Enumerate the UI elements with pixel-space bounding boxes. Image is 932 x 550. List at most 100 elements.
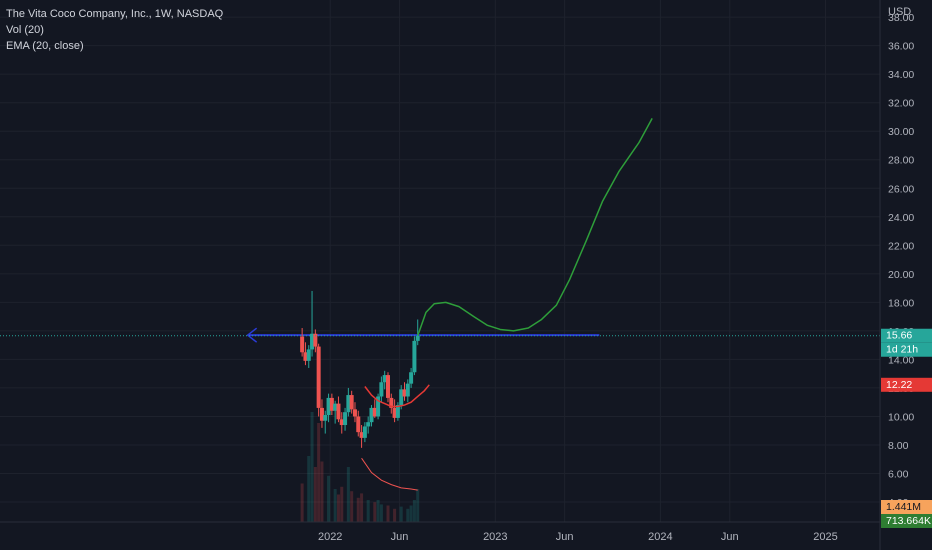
ema-indicator-label[interactable]: EMA (20, close) (6, 40, 84, 52)
ema-value-tag-bg (881, 377, 932, 392)
time-tick-label: Jun (391, 531, 409, 543)
price-tick-label: 24.00 (888, 212, 914, 224)
time-tick-label: 2023 (483, 531, 507, 543)
volume-bar (300, 483, 304, 522)
price-tick-label: 10.00 (888, 411, 914, 423)
symbol-title[interactable]: The Vita Coco Company, Inc., 1W, NASDAQ (6, 8, 224, 20)
countdown-tag-bg (881, 342, 932, 357)
candle-body (313, 333, 318, 347)
time-tick-label: Jun (721, 531, 739, 543)
volume-bar (350, 491, 354, 522)
volume-bar (317, 423, 321, 522)
volume-indicator-label[interactable]: Vol (20) (6, 24, 44, 36)
countdown-tag: 1d 21h (886, 344, 918, 356)
candle-body (372, 407, 377, 417)
price-tick-label: 34.00 (888, 69, 914, 81)
volume-bar (386, 505, 390, 522)
volume-ma-tag-bg (881, 500, 932, 514)
time-tick-label: Jun (556, 531, 574, 543)
price-tick-label: 20.00 (888, 269, 914, 281)
volume-pane (300, 412, 420, 522)
ema-value-tag: 12.22 (886, 379, 912, 391)
chart-grid (0, 0, 880, 522)
ema-polyline (364, 384, 430, 408)
volume-bar (340, 486, 344, 522)
projection-path[interactable] (417, 118, 653, 336)
candles (300, 290, 420, 448)
price-tags: 15.66 1d 21h 12.22 1.441M 713.664K (881, 328, 932, 528)
candle-body (399, 389, 404, 406)
price-tick-label: 32.00 (888, 98, 914, 110)
candle-body (389, 397, 394, 408)
currency-label: USD (888, 6, 911, 18)
price-tick-label: 36.00 (888, 41, 914, 53)
volume-tag: 713.664K (886, 515, 931, 527)
price-tick-label: 26.00 (888, 183, 914, 195)
price-tick-label: 22.00 (888, 240, 914, 252)
time-tick-label: 2024 (648, 531, 672, 543)
candle-body (333, 403, 338, 411)
volume-bar (333, 489, 337, 522)
candle-body (362, 426, 367, 438)
candle-body (415, 335, 420, 341)
candle-body (336, 403, 341, 420)
volume-bar (366, 500, 370, 522)
price-tick-label: 6.00 (888, 469, 909, 481)
price-tick-label: 18.00 (888, 297, 914, 309)
price-tick-label: 28.00 (888, 155, 914, 167)
candle-body (326, 397, 331, 416)
candle-body (409, 372, 414, 384)
candle-body (366, 422, 371, 427)
candle-body (349, 395, 354, 410)
candle-body (343, 412, 348, 426)
candle-body (369, 407, 374, 423)
candle-body (303, 352, 308, 361)
time-tick-label: 2022 (318, 531, 342, 543)
volume-bar (409, 505, 413, 522)
ema-line (364, 384, 430, 408)
volume-bar (320, 461, 324, 522)
candle-body (356, 416, 361, 433)
candle-body (300, 336, 305, 353)
candle-body (376, 396, 381, 417)
support-line-drawing[interactable] (246, 327, 600, 343)
candle-body (323, 415, 328, 421)
volume-bar (393, 508, 397, 522)
candle-body (359, 432, 364, 438)
time-tick-label: 2025 (813, 531, 837, 543)
volume-ma-tag: 1.441M (886, 501, 921, 513)
volume-bar (346, 467, 350, 522)
candle-body (385, 375, 390, 398)
candle-body (329, 397, 334, 411)
volume-bar (327, 475, 331, 522)
volume-bar (376, 500, 380, 522)
candle-body (352, 409, 357, 417)
projection-curve[interactable] (417, 118, 653, 336)
volume-bar (373, 502, 377, 522)
volume-bar (307, 456, 311, 522)
time-axis[interactable]: 2022 Jun 2023 Jun 2024 Jun 2025 (318, 531, 838, 543)
candle-body (392, 407, 397, 418)
candle-body (405, 383, 410, 397)
arrow-left-icon (246, 327, 258, 343)
last-price-tag: 15.66 (886, 330, 912, 342)
price-tick-label: 14.00 (888, 354, 914, 366)
volume-bar (336, 494, 340, 522)
candle-body (310, 333, 315, 350)
candle-body (379, 382, 384, 397)
price-axis-background (880, 0, 932, 550)
candle-body (382, 375, 387, 383)
volume-tag-bg (881, 514, 932, 528)
candle-body (395, 405, 400, 418)
volume-ma-line (361, 457, 418, 491)
volume-bar (379, 504, 383, 522)
volume-bar (406, 508, 410, 522)
chart-legend: The Vita Coco Company, Inc., 1W, NASDAQ … (6, 6, 223, 54)
candle-body (306, 349, 311, 361)
volume-bar (313, 467, 317, 522)
volume-bar (399, 506, 403, 522)
last-price-tag-bg (881, 328, 932, 343)
candle-body (339, 419, 344, 426)
